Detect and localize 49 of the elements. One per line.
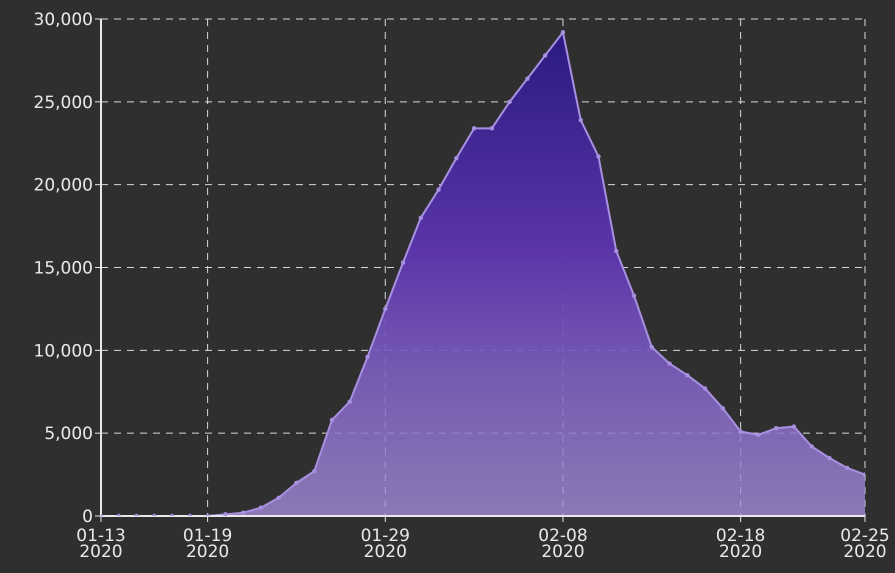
point: [560, 30, 566, 34]
point: [365, 354, 370, 360]
point: [542, 53, 548, 58]
point: [400, 260, 406, 265]
point: [258, 506, 264, 510]
point: [330, 418, 334, 422]
x-tick-label: 02-25 2020: [840, 526, 890, 562]
point: [418, 216, 424, 220]
point: [348, 399, 352, 404]
point: [240, 510, 246, 515]
point: [632, 293, 636, 298]
point: [578, 118, 583, 122]
point: [383, 306, 388, 312]
x-tick-label: 01-19 2020: [182, 526, 232, 562]
point: [810, 444, 814, 449]
point: [774, 426, 778, 430]
x-tick-label: 02-08 2020: [538, 526, 588, 562]
point: [436, 187, 441, 192]
point: [294, 480, 299, 486]
point: [525, 76, 530, 81]
y-tick-label: 5,000: [44, 424, 93, 444]
point: [827, 456, 832, 460]
point: [614, 248, 618, 254]
point: [312, 469, 316, 474]
point: [507, 100, 512, 104]
y-tick-label: 0: [82, 507, 93, 528]
point: [223, 512, 228, 516]
y-tick-label: 10,000: [34, 341, 93, 362]
x-tick-label: 01-29 2020: [360, 526, 410, 562]
point: [685, 372, 690, 378]
point: [650, 344, 654, 350]
point: [596, 154, 601, 159]
x-tick-label: 01-13 2020: [76, 526, 126, 562]
y-tick-label: 20,000: [34, 176, 93, 196]
y-tick-label: 25,000: [34, 92, 93, 113]
point: [756, 432, 761, 438]
point: [454, 156, 459, 160]
y-tick-label: 15,000: [34, 258, 93, 279]
point: [702, 386, 708, 391]
x-tick-label: 02-18 2020: [716, 526, 766, 562]
y-tick-label: 30,000: [34, 10, 93, 30]
point: [845, 466, 850, 470]
point: [472, 126, 476, 131]
point: [792, 424, 796, 429]
point: [720, 406, 726, 411]
point: [738, 429, 743, 434]
point: [667, 361, 672, 366]
point: [490, 126, 494, 131]
point: [276, 496, 281, 500]
